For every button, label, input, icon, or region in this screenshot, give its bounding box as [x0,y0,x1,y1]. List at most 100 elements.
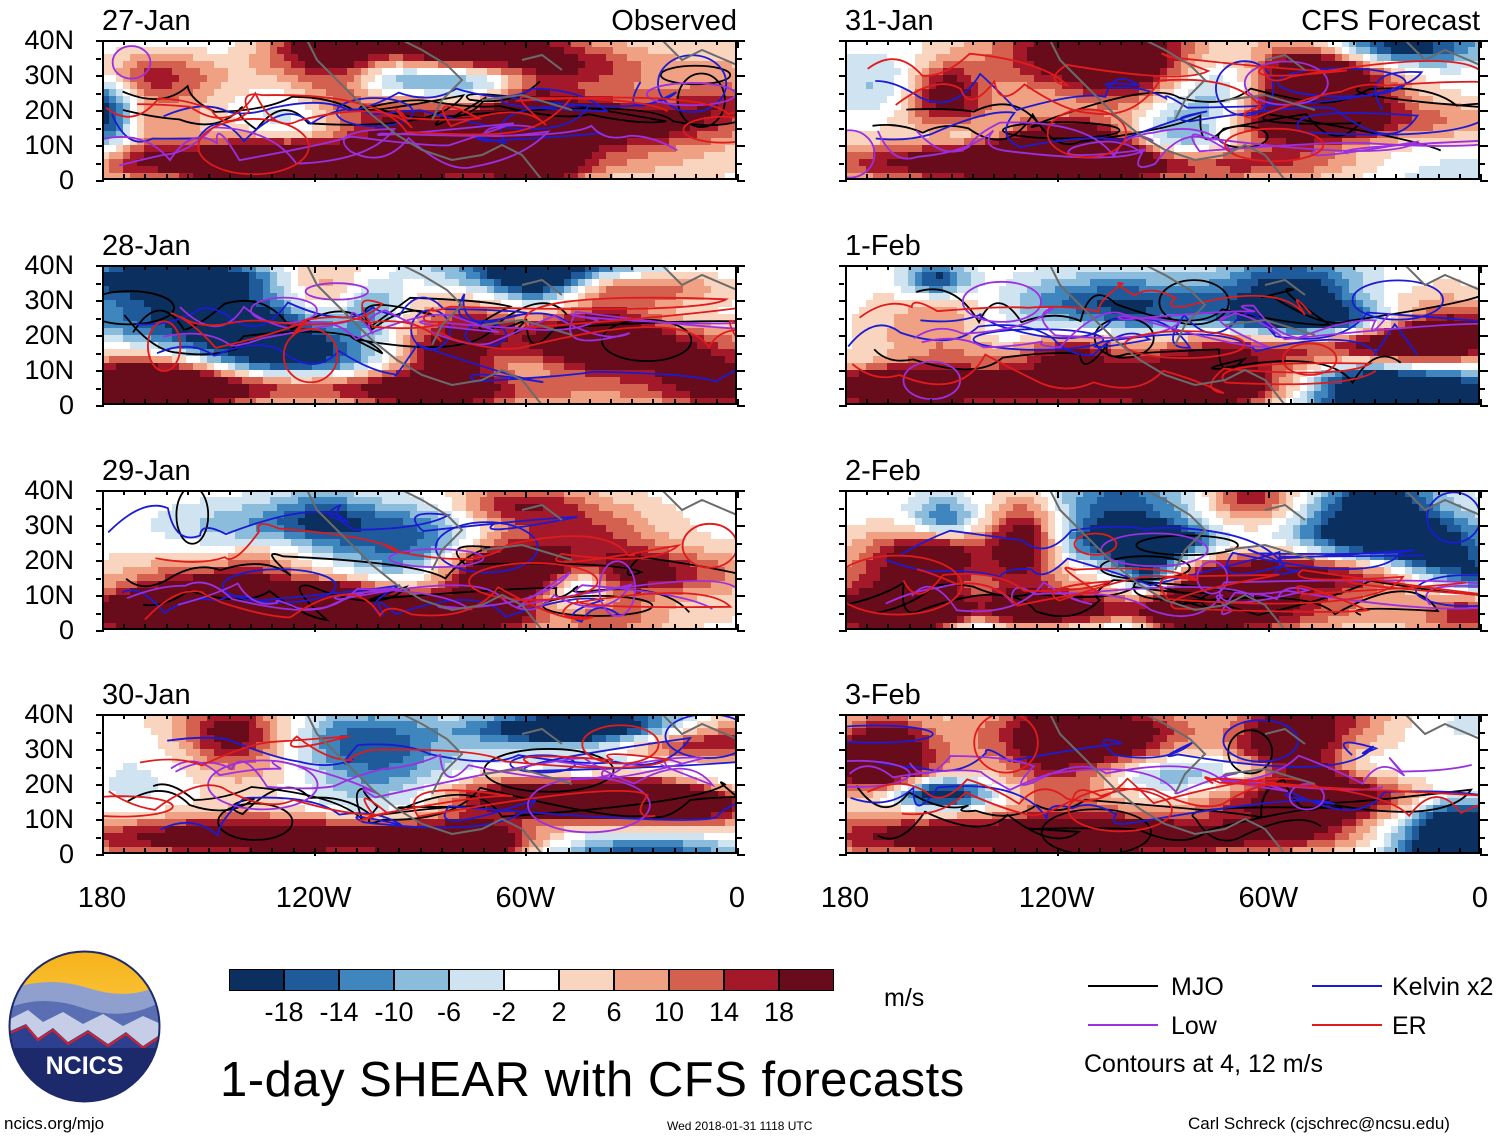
shear-cell [214,82,222,90]
shear-cell [683,293,691,301]
shear-cell [347,307,355,315]
axis-tick [377,40,380,45]
shear-cell [445,152,453,160]
shear-cell [109,518,117,526]
shear-cell [214,539,222,547]
shear-cell [368,152,376,160]
shear-cell [676,300,684,308]
shear-cell [403,152,411,160]
shear-cell [718,328,726,336]
shear-cell [137,96,145,104]
shear-cell [403,518,411,526]
shear-cell [263,391,271,399]
shear-cell [284,574,292,582]
shear-cell [585,272,593,280]
axis-tick [250,399,253,404]
shear-cell [172,265,180,273]
shear-cell [732,377,737,385]
shear-cell [522,525,530,533]
shear-cell [690,272,698,280]
shear-cell [179,300,187,308]
shear-cell [564,96,572,104]
shear-cell [431,89,439,97]
shear-cell [298,391,306,399]
shear-cell [158,349,166,357]
shear-cell [669,377,677,385]
shear-cell [662,124,670,132]
shear-cell [494,391,502,399]
shear-cell [655,40,663,48]
shear-cell [319,574,327,582]
shear-cell [396,68,404,76]
shear-cell [368,356,376,364]
shear-cell [571,103,579,111]
shear-cell [634,293,642,301]
shear-cell [375,293,383,301]
shear-cell [718,131,726,139]
shear-cell [690,342,698,350]
shear-cell [641,335,649,343]
shear-cell [641,138,649,146]
shear-cell [333,560,341,568]
shear-cell [690,166,698,174]
shear-cell [613,286,621,294]
shear-cell [179,145,187,153]
shear-cell [704,286,712,294]
shear-cell [620,138,628,146]
shear-cell [697,173,705,180]
shear-cell [690,349,698,357]
shear-cell [333,145,341,153]
lat-tick-label: 40N [24,250,74,280]
shear-cell [634,377,642,385]
shear-cell [571,546,579,554]
shear-cell [270,398,278,405]
shear-cell [298,110,306,118]
shear-cell [347,384,355,392]
shear-cell [256,497,264,505]
shear-cell [277,138,285,146]
shear-cell [466,525,474,533]
shear-cell [235,553,243,561]
shear-cell [431,328,439,336]
shear-cell [718,546,726,554]
shear-cell [452,511,460,519]
shear-cell [151,279,159,287]
shear-cell [123,40,131,48]
shear-cell [249,553,257,561]
shear-cell [487,166,495,174]
shear-cell [438,117,446,125]
shear-cell [424,574,432,582]
shear-cell [676,47,684,55]
shear-cell [606,539,614,547]
shear-cell [613,110,621,118]
shear-cell [641,293,649,301]
shear-cell [116,342,124,350]
shear-cell [137,89,145,97]
shear-cell [564,286,572,294]
shear-cell [718,145,726,153]
shear-cell [725,117,733,125]
shear-cell [697,145,705,153]
shear-cell [123,511,131,519]
shear-cell [606,89,614,97]
shear-cell [144,272,152,280]
shear-cell [137,40,145,48]
shear-cell [186,40,194,48]
shear-cell [585,546,593,554]
shear-cell [466,293,474,301]
shear-cell [592,377,600,385]
shear-cell [494,370,502,378]
shear-cell [375,159,383,167]
shear-cell [543,307,551,315]
shear-cell [459,546,467,554]
shear-cell [186,61,194,69]
shear-cell [613,328,621,336]
shear-cell [228,349,236,357]
shear-cell [480,293,488,301]
shear-cell [662,159,670,167]
axis-tick [334,399,337,404]
shear-cell [277,567,285,575]
shear-cell [480,61,488,69]
shear-cell [396,363,404,371]
shear-cell [669,384,677,392]
